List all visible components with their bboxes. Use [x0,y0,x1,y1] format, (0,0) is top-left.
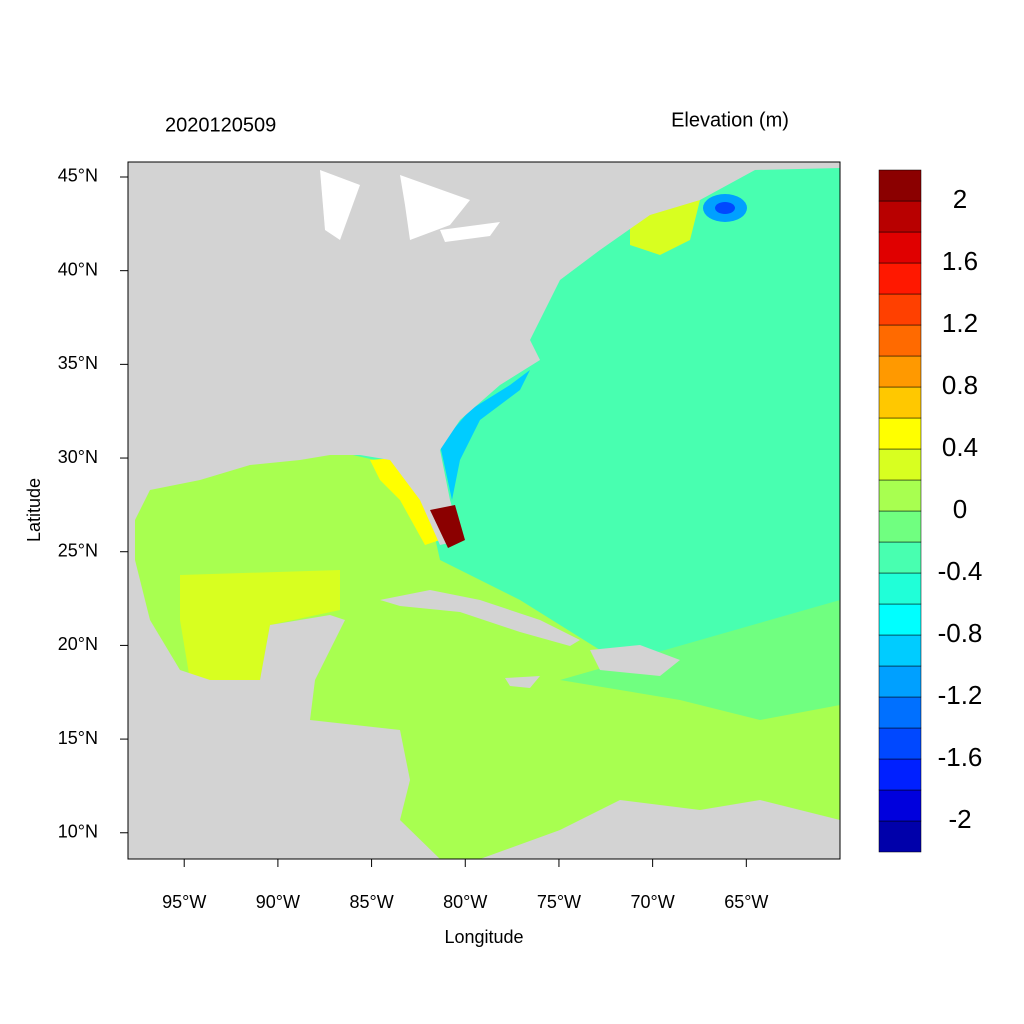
colorbar-label: 1.2 [942,308,978,338]
colorbar-box [878,200,922,233]
legend-title: Elevation (m) [671,109,789,131]
colorbar-box [878,355,922,388]
jamaica [505,676,540,688]
y-tick-label: 40°N [58,259,98,279]
colorbar-label: 2 [953,184,967,214]
x-tick-label: 65°W [724,892,768,912]
y-tick-label: 30°N [58,447,98,467]
colorbar-label: -2 [948,804,971,834]
carolina-shelf [440,370,530,500]
colorbar-box [878,541,922,574]
colorbar-label: 1.6 [942,246,978,276]
x-tick-label: 90°W [256,892,300,912]
colorbar-box [878,572,922,605]
colorbar-box [878,324,922,357]
fundy-core [715,202,735,214]
y-tick-label: 35°N [58,353,98,373]
y-tick-label: 45°N [58,166,98,186]
colorbar-label: -0.8 [938,618,983,648]
colorbar-box [878,386,922,419]
lake [320,170,360,240]
north-america [128,162,840,859]
colorbar-label: 0 [953,494,967,524]
cuba [380,590,580,646]
lake [400,175,470,240]
y-tick-label: 15°N [58,728,98,748]
plot-frame [127,161,841,860]
colorbar-box [878,789,922,822]
colorbar-box [878,727,922,760]
colorbar-box [878,603,922,636]
colorbar-box [878,665,922,698]
x-tick-label: 85°W [349,892,393,912]
lake [440,222,500,242]
colorbar-box [878,510,922,543]
florida-shelf [370,458,440,545]
colorbar-box [878,231,922,264]
south-america [480,800,840,859]
x-tick-label: 95°W [162,892,206,912]
colorbar-box [878,417,922,450]
hispaniola [590,645,680,676]
map-area [128,162,840,859]
y-tick-label: 10°N [58,822,98,842]
y-tick-label: 25°N [58,540,98,560]
colorbar-label: 0.8 [942,370,978,400]
colorbar-box [878,479,922,512]
florida-surge [430,505,465,548]
colorbar-label: 0.4 [942,432,978,462]
colorbar-box [878,448,922,481]
x-axis-label: Longitude [444,927,523,947]
x-tick-label: 80°W [443,892,487,912]
x-tick-label: 70°W [631,892,675,912]
y-axis-label: Latitude [24,478,44,542]
colorbar-box [878,169,922,202]
colorbar-box [878,758,922,791]
colorbar-box [878,262,922,295]
colorbar-label: -1.6 [938,742,983,772]
gulf-patch [180,570,340,680]
colorbar-box [878,696,922,729]
colorbar-box [878,820,922,853]
colorbar-label: -0.4 [938,556,983,586]
x-tick-label: 75°W [537,892,581,912]
map-title: 2020120509 [165,114,276,136]
caribbean-band [560,600,840,720]
colorbar-box [878,634,922,667]
colorbar-label: -1.2 [938,680,983,710]
y-tick-label: 20°N [58,634,98,654]
colorbar-box [878,293,922,326]
